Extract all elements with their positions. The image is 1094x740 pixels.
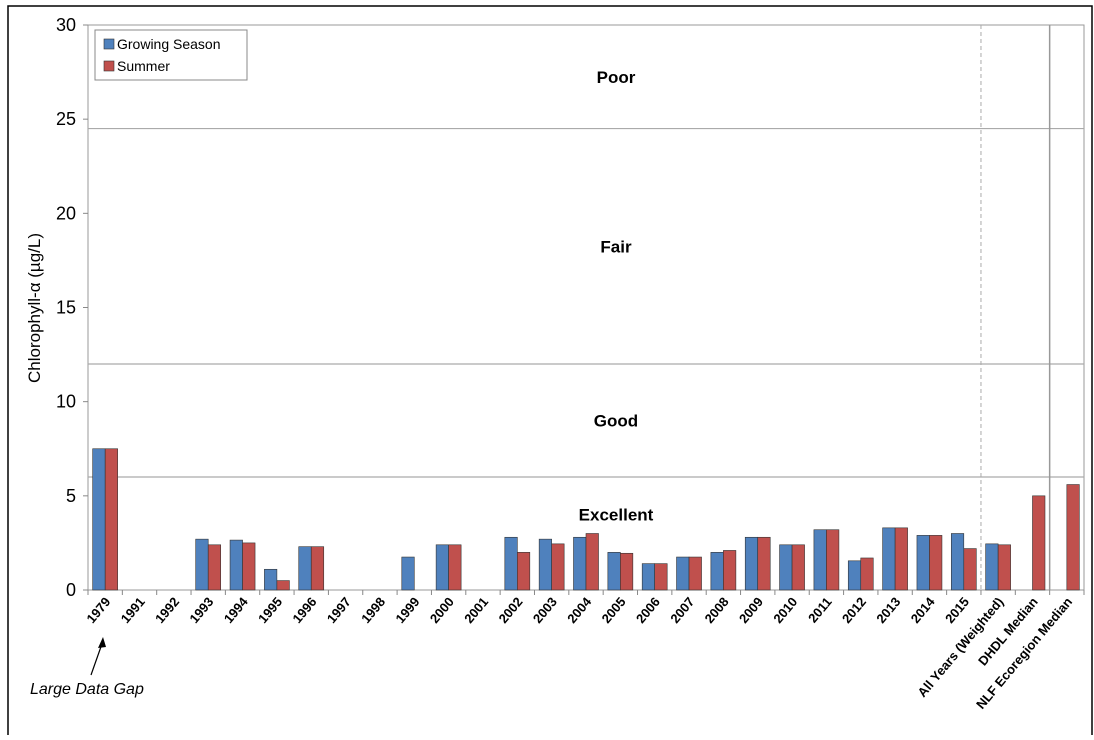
x-tick-label: 1994	[221, 594, 252, 626]
zone-label: Excellent	[579, 506, 654, 525]
bar	[641, 563, 655, 591]
bar	[551, 543, 565, 591]
x-tick-label: 1998	[358, 594, 388, 626]
bar	[894, 527, 908, 591]
bar	[448, 544, 462, 591]
annotation: Large Data Gap	[30, 681, 144, 698]
x-tick-label: 1995	[255, 594, 285, 626]
bar	[950, 533, 965, 591]
x-tick-label: 1997	[324, 594, 354, 626]
x-tick-label: 2008	[702, 594, 732, 626]
bar	[757, 536, 771, 591]
x-tick-label: 2006	[633, 594, 663, 626]
legend-box	[94, 29, 248, 81]
x-tick-label: 1991	[118, 594, 148, 626]
zone-label: Poor	[597, 68, 636, 87]
bar	[104, 448, 118, 591]
bar	[882, 527, 896, 591]
bar	[826, 529, 840, 591]
bar	[620, 552, 634, 591]
bar	[607, 552, 621, 591]
legend-swatch	[103, 60, 115, 72]
bar	[310, 546, 325, 591]
bar	[929, 535, 943, 591]
x-tick-label: 2009	[736, 594, 766, 626]
bar	[963, 548, 977, 591]
bar	[654, 563, 668, 591]
y-tick-label: 5	[66, 486, 76, 506]
x-tick-label: 2002	[496, 594, 526, 626]
bar	[813, 529, 827, 591]
bar	[1066, 484, 1080, 591]
x-tick-label: 2011	[805, 594, 835, 625]
bar	[242, 542, 256, 591]
annotation-arrowhead	[98, 637, 106, 648]
y-tick-label: 15	[56, 298, 76, 318]
bar	[688, 556, 702, 591]
bar	[504, 536, 518, 591]
x-tick-label: 1999	[392, 594, 422, 626]
bar	[744, 536, 759, 591]
bar	[676, 556, 690, 591]
legend-label: Summer	[117, 58, 170, 74]
y-tick-label: 10	[56, 392, 76, 412]
y-tick-label: 25	[56, 109, 76, 129]
bar	[791, 544, 805, 591]
bar	[997, 544, 1011, 591]
y-tick-label: 20	[56, 203, 76, 223]
x-tick-label: 2003	[530, 594, 560, 626]
bar	[847, 560, 862, 591]
x-tick-label: 2007	[667, 594, 697, 626]
frame	[7, 5, 1093, 740]
x-tick-label: 1996	[289, 594, 319, 626]
bar	[435, 544, 449, 591]
y-axis-label: Chlorophyll-α (µg/L)	[25, 233, 44, 383]
bar	[916, 535, 930, 591]
x-tick-label: 2015	[942, 594, 972, 626]
x-tick-label: 2005	[599, 594, 629, 626]
y-tick-label: 0	[66, 580, 76, 600]
bar	[298, 546, 312, 591]
bar	[710, 552, 724, 591]
bar	[276, 580, 290, 591]
bar	[860, 557, 874, 591]
y-tick-label: 30	[56, 15, 76, 35]
bar	[538, 538, 552, 591]
bar	[779, 544, 793, 591]
x-tick-label: 2012	[839, 594, 869, 626]
bar	[401, 556, 415, 591]
x-tick-label: 1993	[186, 594, 216, 626]
bar	[517, 552, 531, 591]
x-tick-label: 2010	[770, 594, 800, 626]
x-tick-label: 2001	[461, 594, 491, 626]
bar	[1032, 495, 1046, 591]
legend-label: Growing Season	[117, 36, 221, 52]
bar	[985, 543, 999, 591]
x-tick-label: 2004	[564, 594, 595, 626]
x-tick-label: 2013	[873, 594, 903, 626]
legend-swatch	[103, 38, 115, 50]
zone-label: Fair	[600, 237, 632, 256]
bar	[573, 536, 587, 591]
bar	[92, 448, 106, 591]
bar	[195, 538, 209, 591]
x-tick-label: 2000	[427, 594, 457, 626]
bar	[264, 568, 278, 591]
bar	[585, 533, 599, 591]
bar	[207, 544, 222, 591]
zone-label: Good	[594, 412, 638, 431]
x-tick-label: 1992	[152, 594, 182, 626]
x-tick-label: 2014	[908, 594, 939, 626]
bar	[229, 539, 243, 591]
x-tick-label: 1979	[83, 594, 113, 626]
bar	[723, 550, 737, 591]
